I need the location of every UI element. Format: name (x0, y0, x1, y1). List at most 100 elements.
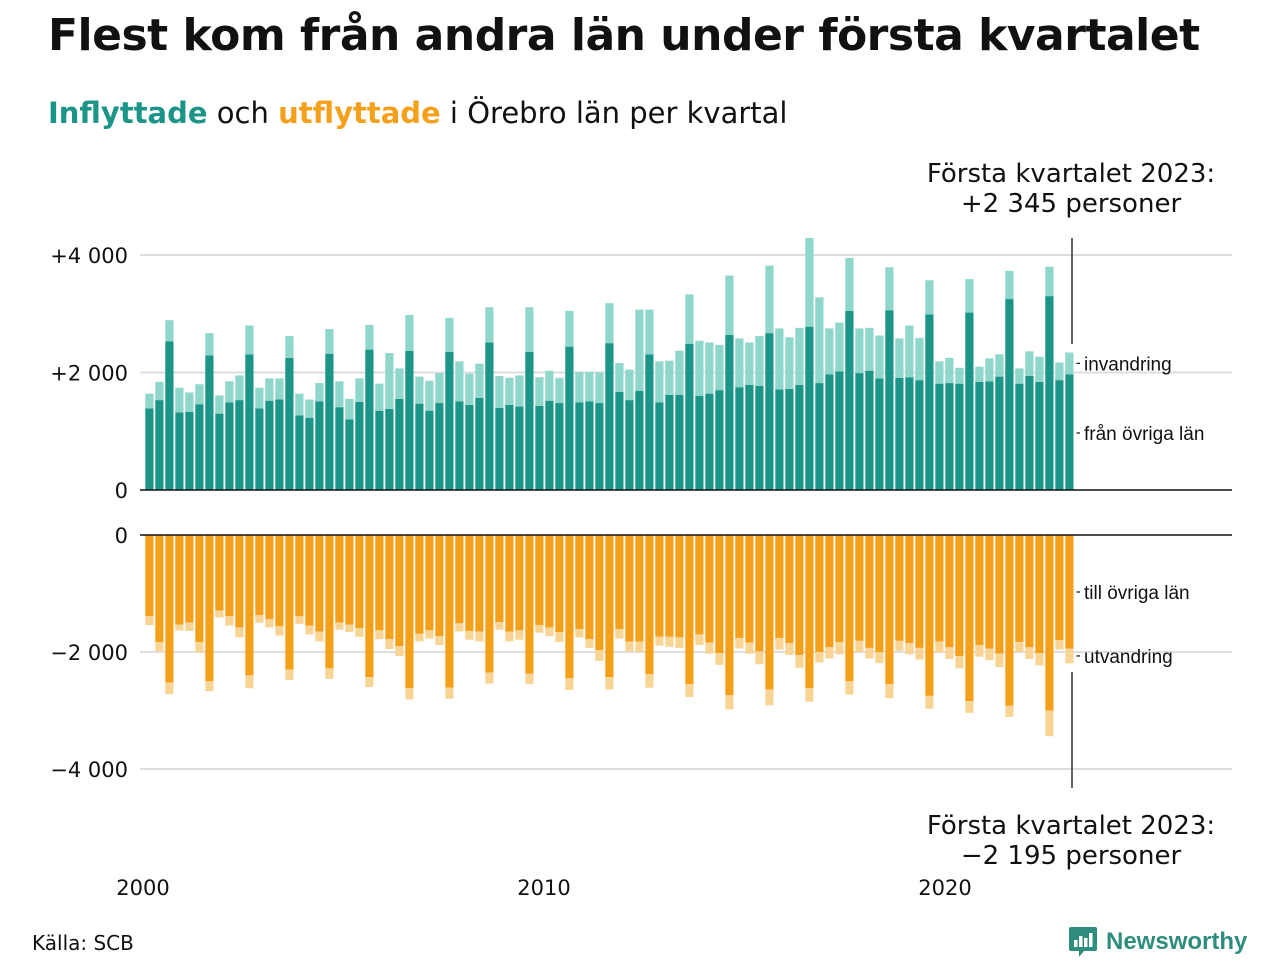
bar-outflow-emigration (885, 684, 894, 699)
bar-inflow-domestic (345, 419, 354, 490)
bar-outflow-emigration (675, 637, 684, 648)
bar-inflow-immigration (255, 387, 264, 409)
bar-outflow-domestic (685, 535, 694, 685)
bar-outflow-domestic (665, 535, 674, 637)
bar-outflow-emigration (795, 654, 804, 668)
brand-logo[interactable]: Newsworthy (1068, 922, 1247, 962)
bar-outflow-domestic (655, 535, 664, 637)
bar-outflow-emigration (555, 632, 564, 643)
bar-inflow-immigration (295, 393, 304, 416)
bar-inflow-immigration (165, 320, 174, 342)
bar-inflow-domestic (395, 398, 404, 490)
y-tick-label-bottom: 0 (115, 524, 128, 548)
bar-outflow-emigration (615, 629, 624, 639)
bar-outflow-domestic (635, 535, 644, 642)
bar-outflow-emigration (595, 650, 604, 661)
bar-outflow-domestic (755, 535, 764, 652)
y-tick-label-top: +4 000 (50, 244, 128, 268)
bar-inflow-immigration (355, 378, 364, 402)
bar-outflow-domestic (285, 535, 294, 670)
bar-outflow-emigration (1015, 642, 1024, 652)
bar-outflow-emigration (1035, 653, 1044, 666)
bar-outflow-domestic (1005, 535, 1014, 706)
bar-outflow-domestic (415, 535, 424, 634)
bar-outflow-emigration (955, 656, 964, 669)
bar-inflow-immigration (275, 378, 284, 400)
bar-inflow-domestic (155, 400, 164, 490)
bar-outflow-emigration (265, 619, 274, 628)
bar-inflow-domestic (715, 390, 724, 490)
bar-inflow-domestic (355, 401, 364, 490)
x-tick-label: 2010 (517, 876, 570, 900)
bar-inflow-immigration (735, 338, 744, 388)
bar-inflow-immigration (635, 309, 644, 391)
bar-inflow-domestic (1005, 299, 1014, 490)
bar-outflow-emigration (635, 641, 644, 652)
bar-inflow-domestic (905, 377, 914, 490)
bar-outflow-domestic (545, 535, 554, 628)
bar-outflow-domestic (275, 535, 284, 627)
bar-outflow-domestic (1035, 535, 1044, 654)
bar-inflow-immigration (715, 344, 724, 391)
bar-inflow-immigration (675, 350, 684, 395)
bar-outflow-emigration (505, 631, 514, 642)
bar-inflow-domestic (1055, 380, 1064, 490)
bar-outflow-emigration (965, 701, 974, 713)
bar-inflow-domestic (805, 326, 814, 490)
bar-inflow-domestic (685, 343, 694, 490)
bar-inflow-immigration (655, 361, 664, 403)
bar-inflow-immigration (795, 327, 804, 385)
bar-inflow-immigration (955, 367, 964, 384)
bar-outflow-emigration (825, 647, 834, 659)
bar-outflow-domestic (155, 535, 164, 643)
bar-outflow-domestic (715, 535, 724, 654)
bar-inflow-domestic (925, 314, 934, 490)
bar-outflow-domestic (395, 535, 404, 647)
bar-inflow-immigration (145, 393, 154, 409)
bar-inflow-immigration (555, 377, 564, 404)
bar-inflow-immigration (625, 369, 634, 401)
bar-outflow-emigration (1055, 640, 1064, 650)
bar-inflow-immigration (745, 342, 754, 385)
bar-inflow-immigration (765, 265, 774, 334)
bar-inflow-domestic (285, 357, 294, 490)
bar-outflow-emigration (815, 652, 824, 663)
bar-outflow-emigration (1045, 710, 1054, 737)
bar-outflow-emigration (535, 625, 544, 633)
bar-outflow-domestic (245, 535, 254, 676)
bar-inflow-domestic (605, 343, 614, 490)
bar-inflow-immigration (965, 279, 974, 313)
subtitle-inflow: Inflyttade (48, 96, 208, 130)
bar-outflow-emigration (225, 616, 234, 626)
bar-inflow-domestic (645, 354, 654, 490)
bar-outflow-domestic (165, 535, 174, 683)
bar-inflow-domestic (775, 389, 784, 490)
bar-outflow-domestic (825, 535, 834, 648)
bar-inflow-immigration (515, 375, 524, 407)
bar-inflow-domestic (405, 350, 414, 490)
bar-outflow-emigration (765, 689, 774, 706)
bar-outflow-domestic (1055, 535, 1064, 641)
bar-outflow-domestic (405, 535, 414, 689)
bar-outflow-domestic (845, 535, 854, 682)
bar-inflow-domestic (745, 384, 754, 490)
bar-inflow-immigration (835, 322, 844, 372)
bar-inflow-domestic (575, 402, 584, 490)
bar-inflow-immigration (495, 376, 504, 408)
bar-inflow-domestic (275, 399, 284, 490)
bar-inflow-domestic (335, 407, 344, 490)
bar-outflow-domestic (515, 535, 524, 631)
bar-inflow-immigration (825, 328, 834, 375)
bar-outflow-emigration (385, 639, 394, 650)
bar-inflow-domestic (415, 403, 424, 490)
bar-inflow-domestic (835, 371, 844, 490)
bar-outflow-domestic (775, 535, 784, 638)
bar-inflow-domestic (515, 406, 524, 490)
bar-inflow-immigration (315, 383, 324, 402)
bar-outflow-emigration (575, 629, 584, 638)
bars (145, 237, 1074, 737)
bar-inflow-domestic (245, 354, 254, 490)
bar-inflow-domestic (585, 401, 594, 490)
bar-inflow-immigration (985, 358, 994, 382)
bar-outflow-domestic (345, 535, 354, 625)
